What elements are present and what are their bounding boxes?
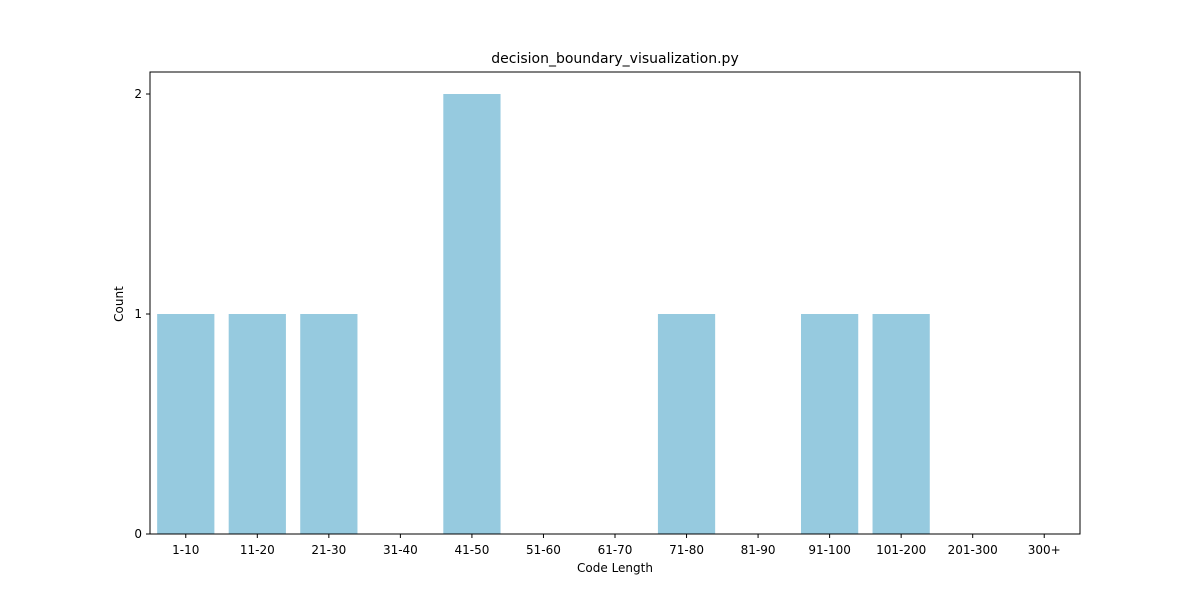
x-tick-label: 91-100	[808, 543, 851, 557]
x-tick-label: 41-50	[454, 543, 489, 557]
x-axis-ticks: 1-10 11-20 21-30 31-40 41-50 51-60 61-70 71-80 8…	[172, 534, 1061, 557]
plot-frame	[150, 72, 1080, 534]
x-tick-label: 81-90	[741, 543, 776, 557]
bar-91-100	[801, 314, 858, 534]
x-tick-label: 51-60	[526, 543, 561, 557]
y-tick-label: 2	[134, 87, 142, 101]
x-tick-label: 1-10	[172, 543, 199, 557]
bar-11-20	[229, 314, 286, 534]
chart-title: decision_boundary_visualization.py	[491, 51, 738, 67]
y-tick-label: 0	[134, 527, 142, 541]
y-axis-ticks: 0 1 2	[134, 87, 150, 541]
x-tick-label: 101-200	[876, 543, 926, 557]
y-axis-label: Count	[112, 286, 126, 322]
y-tick-label: 1	[134, 307, 142, 321]
x-tick-label: 71-80	[669, 543, 704, 557]
bar-21-30	[300, 314, 357, 534]
x-tick-label: 31-40	[383, 543, 418, 557]
x-tick-label: 300+	[1028, 543, 1061, 557]
bar-41-50	[443, 94, 500, 534]
bars-group	[157, 94, 930, 534]
bar-1-10	[157, 314, 214, 534]
bar-71-80	[658, 314, 715, 534]
x-tick-label: 201-300	[948, 543, 998, 557]
x-tick-label: 11-20	[240, 543, 275, 557]
bar-101-200	[873, 314, 930, 534]
x-tick-label: 21-30	[311, 543, 346, 557]
x-axis-label: Code Length	[577, 561, 653, 575]
x-tick-label: 61-70	[598, 543, 633, 557]
